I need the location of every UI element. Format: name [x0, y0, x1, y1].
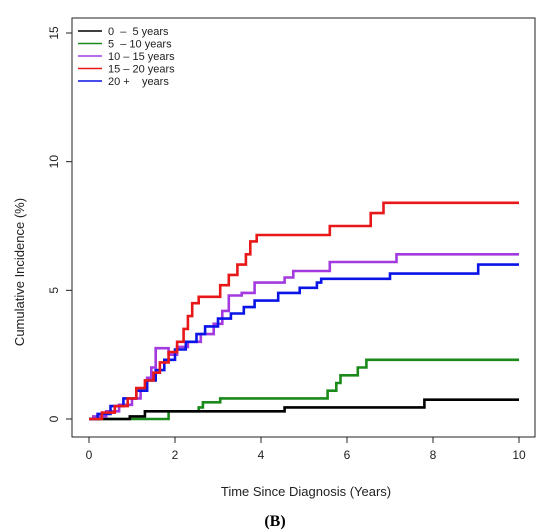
axes-layer: 0 2 4 6 8 10 0 5 10 15 — [47, 17, 536, 462]
x-tick-label: 8 — [430, 448, 437, 462]
series-line-2 — [89, 253, 519, 421]
x-axis-title: Time Since Diagnosis (Years) — [221, 484, 391, 499]
x-tick-label: 10 — [512, 448, 526, 462]
panel-label: (B) — [264, 513, 285, 530]
y-tick-label: 5 — [47, 287, 61, 294]
legend-label: 20 + years — [108, 76, 169, 88]
legend-label: 5 – 10 years — [108, 39, 172, 51]
series-line-4 — [89, 263, 519, 421]
x-tick-label: 0 — [86, 448, 93, 462]
x-tick-label: 6 — [344, 448, 351, 462]
plot-frame — [71, 17, 536, 438]
legend-label: 15 – 20 years — [108, 64, 175, 76]
x-tick-label: 4 — [258, 448, 265, 462]
series-layer — [89, 201, 519, 421]
y-tick-label: 15 — [47, 26, 61, 40]
legend-label: 10 – 15 years — [108, 51, 175, 63]
series-line-0 — [89, 398, 519, 421]
legend-label: 0 – 5 years — [108, 26, 169, 38]
y-tick-label: 0 — [47, 415, 61, 422]
y-tick-label: 10 — [47, 155, 61, 169]
x-tick-label: 2 — [172, 448, 179, 462]
y-axis-title: Cumulative Incidence (%) — [12, 198, 27, 346]
series-line-3 — [89, 201, 519, 421]
